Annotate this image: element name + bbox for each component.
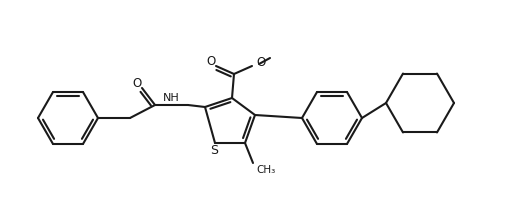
Text: NH: NH — [163, 93, 180, 103]
Text: O: O — [256, 55, 265, 69]
Text: O: O — [206, 54, 215, 68]
Text: O: O — [133, 76, 141, 89]
Text: S: S — [210, 145, 218, 157]
Text: CH₃: CH₃ — [256, 165, 275, 175]
